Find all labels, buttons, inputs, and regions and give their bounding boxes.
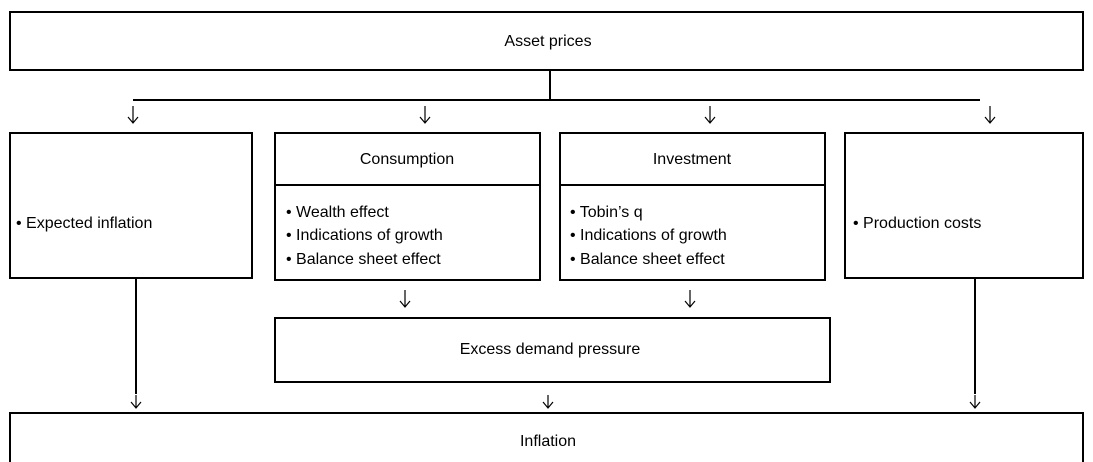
production-costs-label: • Production costs xyxy=(853,215,981,232)
consumption-box xyxy=(274,132,541,281)
expected-inflation-label: • Expected inflation xyxy=(16,215,152,232)
excess-demand-box xyxy=(274,317,831,383)
bullet: • Indications of growth xyxy=(286,227,443,244)
investment-box xyxy=(559,132,826,281)
asset-prices-box xyxy=(9,11,1084,71)
bullet: • Indications of growth xyxy=(570,227,727,244)
bullet: • Balance sheet effect xyxy=(286,251,441,268)
bullet: • Balance sheet effect xyxy=(570,251,725,268)
inflation-box xyxy=(9,412,1084,462)
consumption-label: Consumption xyxy=(360,151,454,168)
arrows xyxy=(127,106,996,409)
production-costs-box xyxy=(844,132,1084,279)
bullet: • Wealth effect xyxy=(286,204,389,221)
excess-demand-label: Excess demand pressure xyxy=(460,341,641,358)
asset-prices-label: Asset prices xyxy=(504,33,591,50)
investment-label: Investment xyxy=(653,151,732,168)
inflation-label: Inflation xyxy=(520,433,576,450)
bullet: • Tobin’s q xyxy=(570,204,643,221)
expected-inflation-box xyxy=(9,132,253,279)
